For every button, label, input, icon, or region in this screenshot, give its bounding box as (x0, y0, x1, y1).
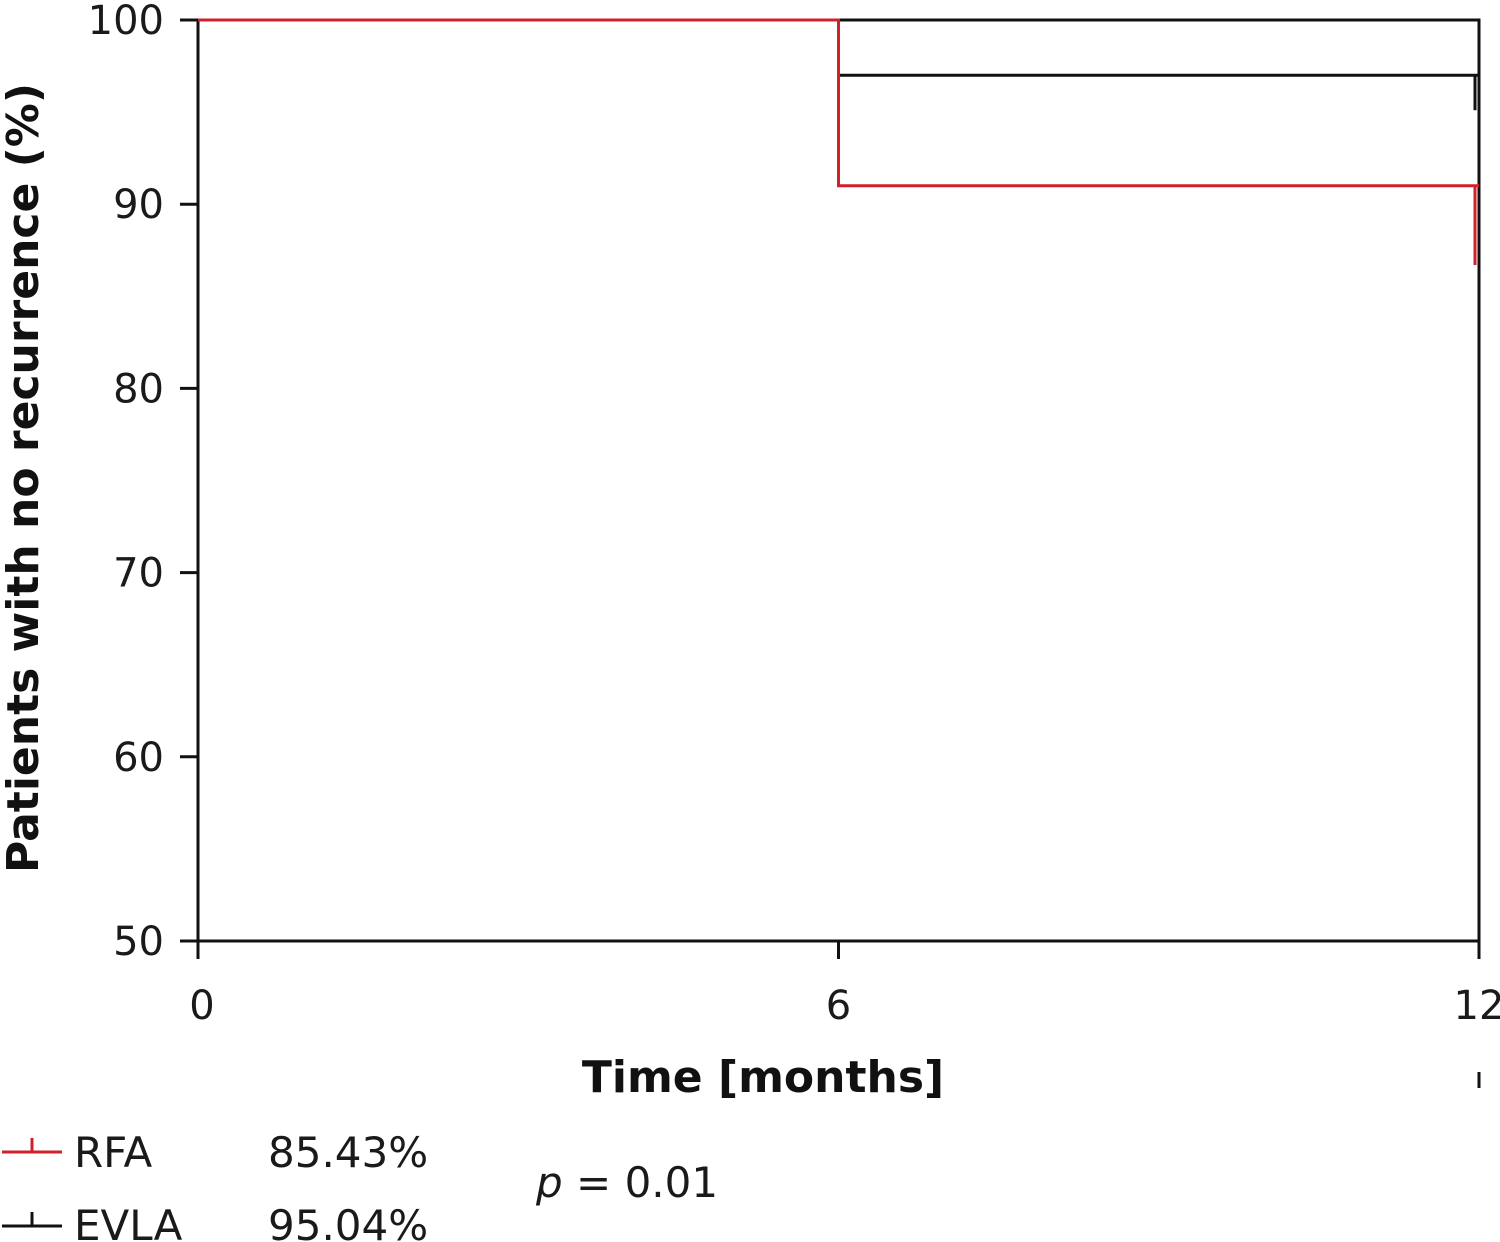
x-tick-label: 0 (189, 983, 214, 1029)
y-tick-label: 60 (113, 735, 164, 781)
y-tick-label: 90 (113, 182, 164, 228)
p-value-annotation: p = 0.01 (535, 1158, 718, 1207)
x-tick-label: 6 (826, 983, 851, 1029)
p-value-symbol: p (535, 1158, 563, 1207)
y-axis: 50 60 70 80 90 100 (88, 0, 198, 965)
legend-label-evla: EVLA (74, 1201, 183, 1242)
x-tick-label: 12 (1454, 983, 1500, 1029)
legend-label-rfa: RFA (74, 1128, 152, 1177)
series-layer (198, 18, 1479, 265)
legend: RFA 85.43% EVLA 95.04% (2, 1128, 428, 1242)
x-axis-title: Time [months] (582, 1052, 944, 1103)
x-axis: 0 6 12 (189, 941, 1500, 1029)
p-value-rest: = 0.01 (563, 1158, 718, 1207)
y-tick-label: 50 (113, 919, 164, 965)
series-line-rfa (198, 18, 1479, 188)
legend-item-rfa: RFA 85.43% (2, 1128, 428, 1177)
y-axis-title: Patients with no recurrence (%) (0, 83, 49, 873)
y-tick-label: 80 (113, 366, 164, 412)
y-tick-label: 100 (88, 0, 164, 44)
y-tick-label: 70 (113, 551, 164, 597)
legend-item-evla: EVLA 95.04% (2, 1201, 428, 1242)
legend-value-evla: 95.04% (268, 1201, 428, 1242)
legend-value-rfa: 85.43% (268, 1128, 428, 1177)
